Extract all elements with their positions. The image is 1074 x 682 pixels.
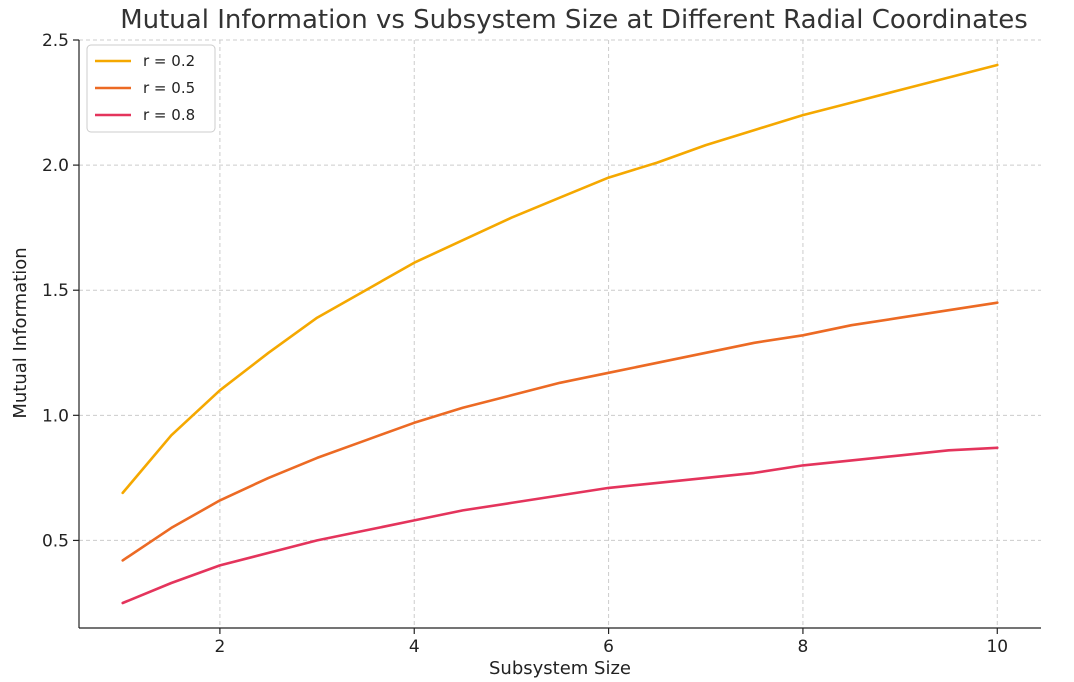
x-tick-label: 2 <box>214 637 225 657</box>
chart-title: Mutual Information vs Subsystem Size at … <box>120 5 1028 35</box>
legend-label-1: r = 0.2 <box>143 52 195 70</box>
x-tick-label: 6 <box>603 637 614 657</box>
legend-label-3: r = 0.8 <box>143 106 195 124</box>
legend-label-2: r = 0.5 <box>143 79 195 97</box>
y-axis-label: Mutual Information <box>10 247 31 418</box>
series-line-2 <box>121 301 999 562</box>
y-tick-label: 0.5 <box>42 531 69 551</box>
x-tick-label: 4 <box>409 637 420 657</box>
legend-box <box>86 44 216 133</box>
y-tick-label: 2.5 <box>42 31 69 51</box>
x-axis-label: Subsystem Size <box>489 658 631 679</box>
y-tick-label: 2.0 <box>42 156 69 176</box>
x-tick-label: 8 <box>798 637 809 657</box>
series-line-1 <box>121 63 999 495</box>
legend: r = 0.2 r = 0.5 r = 0.8 <box>86 44 216 133</box>
series-line-3 <box>121 446 999 605</box>
grid <box>79 39 1041 628</box>
series-layer <box>121 63 999 605</box>
y-tick-label: 1.5 <box>42 281 69 301</box>
axes <box>78 40 1041 629</box>
ticks: 2 4 6 8 10 0.5 1.0 1.5 2.0 2.5 <box>42 31 1008 657</box>
x-tick-label: 10 <box>986 637 1008 657</box>
y-tick-label: 1.0 <box>42 406 69 426</box>
